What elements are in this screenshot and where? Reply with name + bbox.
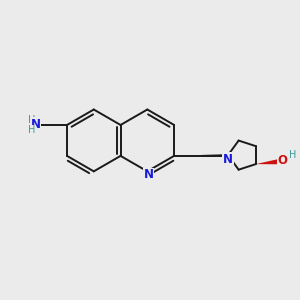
Text: N: N xyxy=(144,168,154,182)
Text: N: N xyxy=(223,153,233,166)
Polygon shape xyxy=(256,159,279,164)
Text: O: O xyxy=(278,154,287,167)
Text: N: N xyxy=(31,118,40,131)
Text: H: H xyxy=(28,115,35,125)
Text: H: H xyxy=(28,125,35,135)
Text: H: H xyxy=(289,150,296,160)
